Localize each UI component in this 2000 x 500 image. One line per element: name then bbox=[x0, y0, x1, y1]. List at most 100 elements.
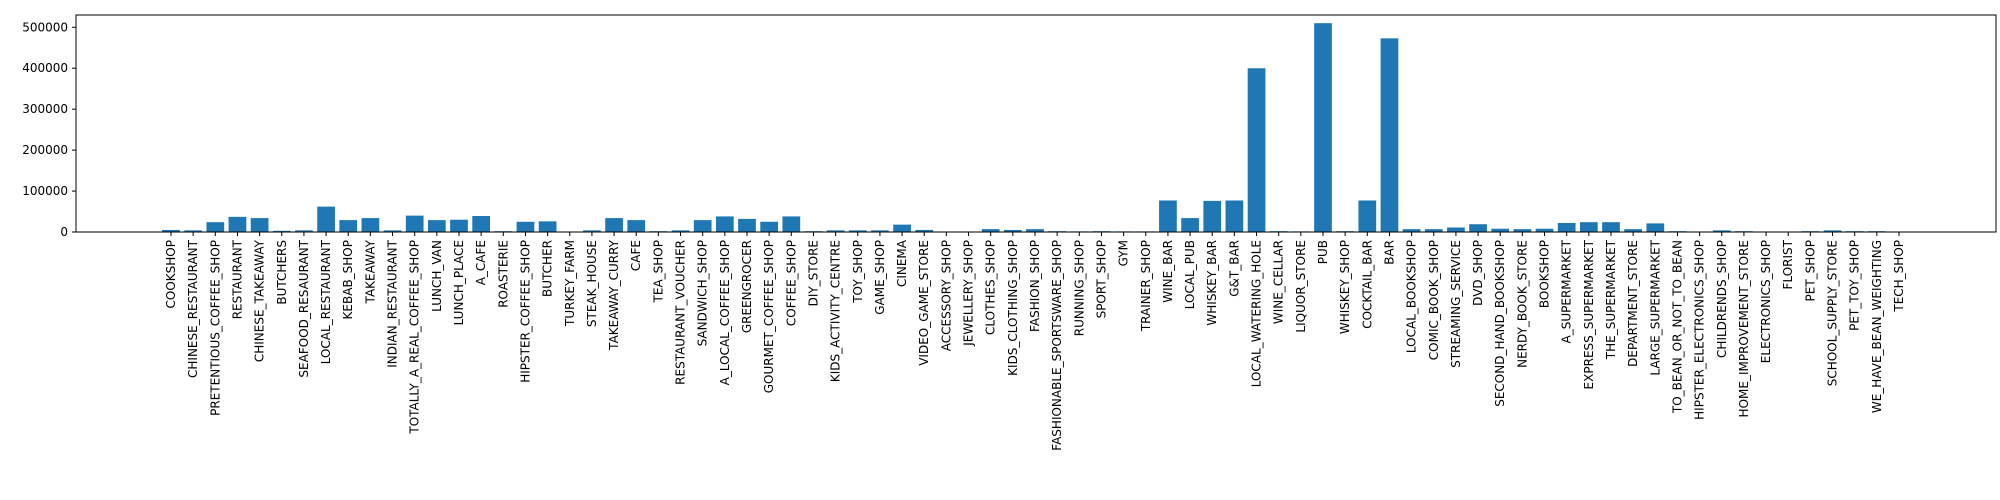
x-tick-label: CAFE bbox=[629, 240, 643, 271]
bar bbox=[361, 218, 380, 232]
x-tick-label: CHINESE_RESTAURANT bbox=[186, 239, 200, 378]
x-tick-label: G&T_BAR bbox=[1227, 240, 1241, 297]
x-tick-label: RESTAURANT bbox=[230, 239, 244, 319]
bar bbox=[693, 220, 712, 232]
x-tick-label: TURKEY_FARM bbox=[563, 240, 577, 327]
bar bbox=[1225, 200, 1244, 232]
x-tick-label: SANDWICH_SHOP bbox=[696, 240, 710, 346]
bar bbox=[228, 216, 247, 232]
bar bbox=[1535, 228, 1554, 232]
y-tick-label: 0 bbox=[60, 225, 68, 239]
x-tick-label: A_SUPERMARKET bbox=[1560, 239, 1574, 343]
x-tick-label: CHILDRENDS_SHOP bbox=[1715, 240, 1729, 358]
bar bbox=[1424, 229, 1443, 232]
bar bbox=[738, 218, 756, 232]
x-tick-label: SEAFOOD_RESAURANT bbox=[297, 239, 311, 377]
x-tick-label: LOCAL_RESTAURANT bbox=[319, 239, 333, 364]
bar bbox=[162, 229, 180, 232]
bar bbox=[915, 229, 934, 232]
bar bbox=[295, 230, 313, 232]
bar bbox=[250, 218, 269, 232]
x-tick-label: TO_BEAN_OR_NOT_TO_BEAN bbox=[1670, 240, 1684, 414]
bar bbox=[1358, 200, 1377, 232]
bar bbox=[516, 221, 535, 232]
bar bbox=[538, 221, 557, 232]
x-tick-label: ROASTERIE bbox=[496, 240, 510, 308]
bars-group bbox=[162, 23, 1908, 233]
x-tick-label: STREAMING_SERVICE bbox=[1449, 240, 1463, 368]
x-tick-label: COFFEE_SHOP bbox=[784, 240, 798, 326]
x-tick-label: TAKEAWAY bbox=[363, 239, 377, 304]
x-tick-label: WHISKEY_BAR bbox=[1205, 240, 1219, 326]
x-tick-label: TAKEAWAY_CURRY bbox=[607, 239, 621, 350]
x-tick-label: A_CAFE bbox=[474, 240, 488, 285]
x-tick-label: RUNNING_SHOP bbox=[1072, 240, 1086, 336]
bar bbox=[339, 220, 358, 232]
x-tick-label: LUNCH_PLACE bbox=[452, 240, 466, 325]
x-tick-label: PUB bbox=[1316, 240, 1330, 264]
x-tick-label: PRETENTIOUS_COFFEE_SHOP bbox=[208, 240, 222, 416]
x-tick-label: CHINESE_TAKEAWAY bbox=[253, 239, 267, 362]
bar bbox=[671, 230, 690, 232]
x-tick-label: HIPSTER_ELECTRONICS_SHOP bbox=[1693, 240, 1707, 420]
bar bbox=[1823, 230, 1842, 232]
x-tick-label: WE_HAVE_BEAN_WEIGHTING bbox=[1870, 240, 1884, 413]
x-tick-label: GAME_SHOP bbox=[873, 240, 887, 315]
y-tick-label: 300000 bbox=[22, 102, 68, 116]
x-tick-label: STEAK_HOUSE bbox=[585, 240, 599, 327]
bar bbox=[1646, 223, 1665, 232]
x-tick-label: KEBAB_SHOP bbox=[341, 240, 355, 319]
x-tick-label: DEPARTMENT_STORE bbox=[1626, 240, 1640, 367]
bar bbox=[1513, 229, 1532, 232]
bar bbox=[1314, 23, 1332, 232]
x-tick-label: TECH_SHOP bbox=[1892, 240, 1906, 313]
bar bbox=[427, 220, 446, 232]
x-tick-label: LOCAL_WATERING_HOLE bbox=[1250, 240, 1264, 387]
x-tick-label: LARGE_SUPERMARKET bbox=[1648, 239, 1662, 375]
bar bbox=[1203, 200, 1222, 232]
bar bbox=[1181, 218, 1199, 232]
x-tick-label: JEWELLERY_SHOP bbox=[962, 240, 976, 347]
bar bbox=[405, 215, 424, 232]
x-tick-label: LOCAL_BOOKSHOP bbox=[1405, 240, 1419, 353]
x-tick-label: BAR bbox=[1382, 240, 1396, 265]
x-tick-label: GYM bbox=[1117, 240, 1131, 266]
x-tick-label: DIY_STORE bbox=[806, 240, 820, 306]
x-tick-label: BUTCHER bbox=[541, 240, 555, 297]
x-tick-label: SECOND_HAND_BOOKSHOP bbox=[1493, 240, 1507, 407]
bar bbox=[206, 222, 225, 232]
bar bbox=[1402, 229, 1421, 232]
x-tick-label: WINE_BAR bbox=[1161, 240, 1175, 303]
x-tick-label: VIDEO_GAME_STORE bbox=[917, 240, 931, 366]
x-tick-label: RESTAURANT_VOUCHER bbox=[674, 240, 688, 385]
y-tick-label: 400000 bbox=[22, 61, 68, 75]
x-tick-label: CLOTHES_SHOP bbox=[984, 240, 998, 335]
x-tick-label: HOME_IMPROVEMENT_STORE bbox=[1737, 240, 1751, 417]
x-tick-label: THE_SUPERMARKET bbox=[1604, 239, 1618, 360]
x-tick-label: COMIC_BOOK_SHOP bbox=[1427, 240, 1441, 360]
x-tick-label: CINEMA bbox=[895, 239, 909, 287]
x-tick-label: BOOKSHOP bbox=[1538, 240, 1552, 308]
x-tick-label: PET_TOY_SHOP bbox=[1848, 240, 1862, 331]
bar bbox=[848, 230, 867, 232]
bar bbox=[184, 230, 203, 232]
bar bbox=[715, 216, 734, 232]
x-tick-label: EXPRESS_SUPERMARKET bbox=[1582, 239, 1596, 389]
bar bbox=[472, 216, 491, 232]
x-tick-label: TOTALLY_A_REAL_COFFEE_SHOP bbox=[408, 240, 422, 435]
x-tick-label: LOCAL_PUB bbox=[1183, 240, 1197, 309]
x-tick-label: TOY_SHOP bbox=[851, 240, 865, 304]
x-tick-label: GOURMET_COFFEE_SHOP bbox=[762, 240, 776, 393]
x-tick-label: FLORIST bbox=[1781, 239, 1795, 289]
x-tick-label: GREENGROCER bbox=[740, 240, 754, 333]
x-tick-label: NERDY_BOOK_STORE bbox=[1515, 240, 1529, 368]
y-tick-label: 200000 bbox=[22, 143, 68, 157]
bar bbox=[871, 230, 889, 232]
bar bbox=[760, 221, 779, 232]
bar bbox=[1247, 68, 1266, 232]
bar bbox=[383, 230, 402, 232]
x-tick-label: WHISKEY_SHOP bbox=[1338, 240, 1352, 334]
x-tick-label: PET_SHOP bbox=[1803, 240, 1817, 301]
bar bbox=[782, 216, 801, 232]
